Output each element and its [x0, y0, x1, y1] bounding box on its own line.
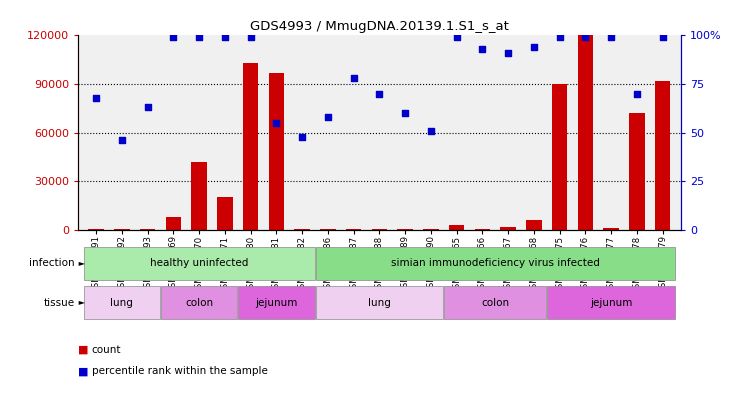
- Point: [271, 120, 283, 126]
- Bar: [161, 286, 237, 319]
- Point: [347, 75, 359, 81]
- Point: [167, 34, 179, 40]
- Text: simian immunodeficiency virus infected: simian immunodeficiency virus infected: [391, 258, 600, 268]
- Bar: [295, 229, 310, 230]
- Point: [193, 34, 205, 40]
- Bar: [217, 197, 233, 230]
- Bar: [475, 229, 490, 230]
- Text: jejunum: jejunum: [590, 298, 632, 308]
- Point: [141, 104, 153, 110]
- Bar: [89, 229, 104, 230]
- Text: ►: ►: [76, 298, 85, 307]
- Point: [116, 137, 128, 143]
- Point: [657, 34, 669, 40]
- Point: [476, 46, 488, 52]
- Bar: [655, 81, 670, 230]
- Bar: [315, 286, 443, 319]
- Text: tissue: tissue: [43, 298, 74, 308]
- Bar: [397, 229, 413, 230]
- Text: ►: ►: [76, 259, 85, 268]
- Text: lung: lung: [368, 298, 391, 308]
- Point: [245, 34, 257, 40]
- Bar: [603, 228, 619, 230]
- Point: [90, 94, 102, 101]
- Text: colon: colon: [185, 298, 214, 308]
- Bar: [140, 229, 155, 230]
- Bar: [238, 286, 315, 319]
- Point: [296, 133, 308, 140]
- Point: [502, 50, 514, 56]
- Text: healthy uninfected: healthy uninfected: [150, 258, 248, 268]
- Text: ■: ■: [78, 366, 89, 376]
- Bar: [449, 225, 464, 230]
- Text: percentile rank within the sample: percentile rank within the sample: [92, 366, 267, 376]
- Text: count: count: [92, 345, 121, 355]
- Title: GDS4993 / MmugDNA.20139.1.S1_s_at: GDS4993 / MmugDNA.20139.1.S1_s_at: [250, 20, 509, 33]
- Bar: [243, 63, 258, 230]
- Point: [373, 90, 385, 97]
- Bar: [423, 229, 439, 230]
- Bar: [372, 229, 387, 230]
- Point: [322, 114, 334, 120]
- Bar: [84, 247, 315, 279]
- Bar: [444, 286, 546, 319]
- Bar: [84, 286, 160, 319]
- Point: [631, 90, 643, 97]
- Point: [400, 110, 411, 116]
- Point: [528, 44, 540, 50]
- Text: jejunum: jejunum: [255, 298, 298, 308]
- Point: [451, 34, 463, 40]
- Bar: [166, 217, 181, 230]
- Bar: [501, 228, 516, 230]
- Point: [219, 34, 231, 40]
- Point: [554, 34, 565, 40]
- Bar: [629, 113, 645, 230]
- Point: [425, 128, 437, 134]
- Text: colon: colon: [481, 298, 510, 308]
- Text: ■: ■: [78, 345, 89, 355]
- Text: lung: lung: [110, 298, 133, 308]
- Text: infection: infection: [29, 258, 74, 268]
- Bar: [548, 286, 675, 319]
- Bar: [578, 35, 593, 230]
- Bar: [526, 220, 542, 230]
- Bar: [191, 162, 207, 230]
- Point: [606, 34, 618, 40]
- Bar: [269, 73, 284, 230]
- Point: [580, 34, 591, 40]
- Bar: [315, 247, 675, 279]
- Bar: [114, 229, 129, 230]
- Bar: [552, 84, 568, 230]
- Bar: [320, 229, 336, 230]
- Bar: [346, 229, 362, 230]
